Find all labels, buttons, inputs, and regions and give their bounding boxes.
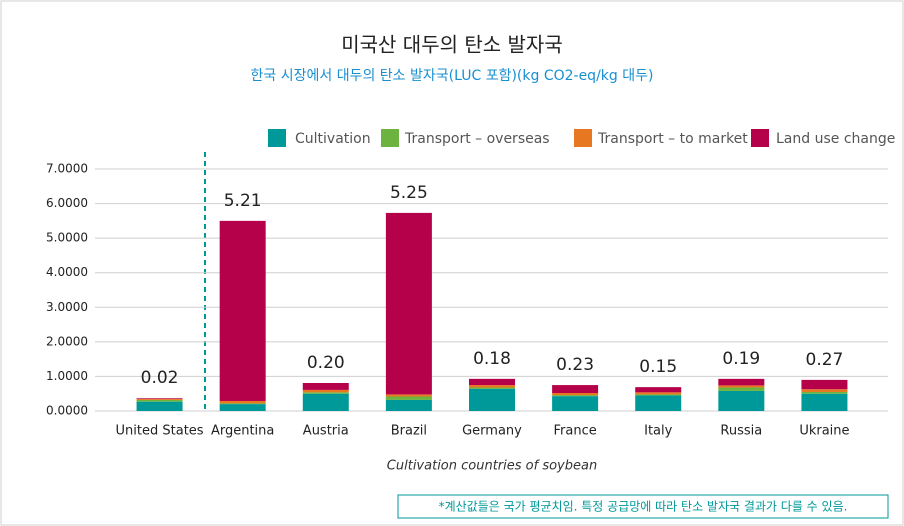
legend-label: Land use change [776,131,895,147]
bar-segment [302,393,349,411]
legend-label: Transport – to market [597,131,748,147]
x-tick-label: Austria [303,424,349,439]
bar-segment [385,399,432,411]
bar-segment [385,394,432,397]
data-label: 0.20 [307,353,345,373]
note: *계산값들은 국가 평균치임. 특정 공급망에 따라 탄소 발자국 결과가 다를… [439,500,848,514]
chart-title: 미국산 대두의 탄소 발자국 [341,33,562,57]
bar-segment [136,401,183,411]
x-tick-label: Germany [462,424,522,439]
chart-subtitle: 한국 시장에서 대두의 탄소 발자국(LUC 포함)(kg CO2-eq/kg … [251,68,654,84]
x-tick-label: Ukraine [799,424,849,439]
y-tick-label: 3.0000 [46,300,88,314]
bar-segment [718,385,765,388]
y-tick-label: 0.0000 [46,404,88,418]
note-box [397,494,889,519]
bar-segment [801,389,848,392]
bar-segment [635,387,682,393]
x-tick-label: Brazil [391,424,427,439]
bar-segment [635,394,682,396]
bar-segment [718,378,765,386]
y-tick-label: 5.0000 [46,231,88,245]
y-tick-label: 6.0000 [46,196,88,210]
bar-segment [136,398,183,399]
bar-segment [801,391,848,394]
bar-segment [136,398,183,400]
bar-segment [469,385,515,388]
bar-segment [552,396,599,411]
bar-segment [219,400,266,404]
data-label: 5.25 [390,183,428,203]
bar-segment [385,396,432,400]
y-tick-label: 2.0000 [46,334,88,348]
bar-segment [219,403,266,405]
bar-segment [635,392,682,395]
bar-segment [469,387,515,389]
data-label: 0.19 [722,349,760,369]
data-label: 0.15 [639,357,677,377]
x-tick-label: United States [116,424,204,439]
legend-swatch [268,129,286,147]
data-label: 5.21 [224,191,262,211]
bar-segment [219,220,266,401]
data-label: 0.27 [806,350,844,370]
legend-label: Cultivation [295,131,371,147]
bar-segment [801,393,848,411]
bar-segment [385,212,432,395]
data-label: 0.02 [141,368,179,388]
bar-segment [635,395,682,411]
bar-segment [718,387,765,391]
bar-segment [469,388,515,411]
legend-label: Transport – overseas [404,131,550,147]
y-tick-label: 7.0000 [46,162,88,176]
bar-segment [552,393,599,396]
bar-segment [302,382,349,390]
bar-segment [718,390,765,411]
bar-segment [801,379,848,390]
bar-segment [469,378,515,386]
y-tick-label: 1.0000 [46,369,88,383]
data-label: 0.18 [473,349,511,369]
bar-segment [552,395,599,397]
y-tick-label: 4.0000 [46,265,88,279]
legend-swatch [381,129,399,147]
bar-segment [219,404,266,411]
x-tick-label: Russia [720,424,762,439]
bar-segment [136,399,183,402]
x-tick-label: France [553,424,596,439]
bar-segment [552,385,599,394]
legend-swatch [751,129,769,147]
data-label: 0.23 [556,355,594,375]
bar-segment [302,392,349,394]
x-tick-label: Argentina [211,424,274,439]
bar-segment [302,389,349,393]
legend-swatch [574,129,592,147]
x-axis-label: Cultivation countries of soybean [387,459,597,474]
x-tick-label: Italy [644,424,673,439]
